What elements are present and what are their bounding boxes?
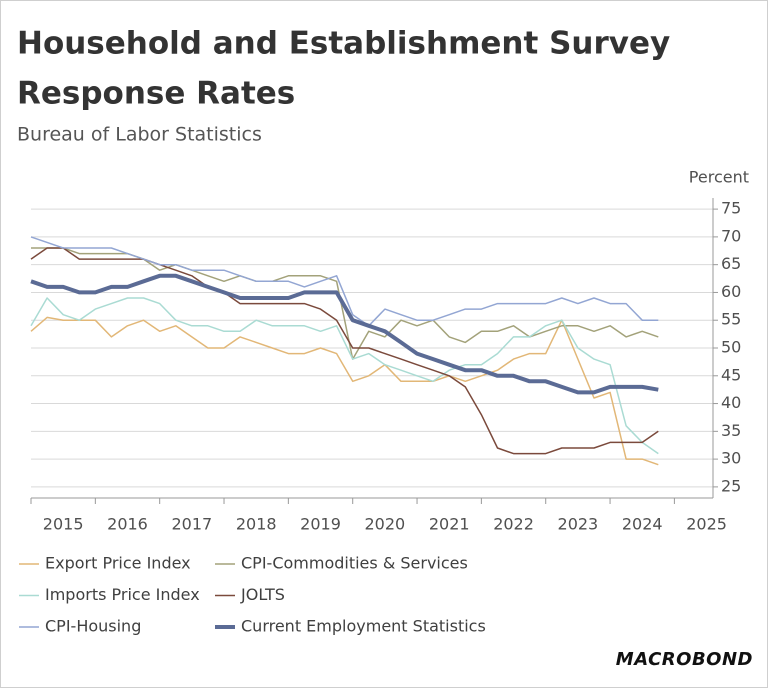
x-tick-label: 2020: [365, 515, 406, 534]
legend-label: CPI-Housing: [45, 617, 141, 636]
chart-subtitle: Bureau of Labor Statistics: [17, 124, 262, 146]
series-line: [30, 247, 659, 455]
legend-label: JOLTS: [240, 585, 285, 604]
x-tick-label: 2025: [686, 515, 727, 534]
chart-title: Response Rates: [17, 76, 295, 112]
y-tick-label: 60: [721, 282, 741, 301]
chart-title: Household and Establishment Survey: [17, 26, 670, 62]
series-line: [30, 316, 659, 466]
x-tick-label: 2024: [622, 515, 663, 534]
legend-label: Current Employment Statistics: [241, 617, 486, 636]
series-line: [30, 273, 659, 395]
y-tick-label: 50: [721, 338, 741, 357]
y-tick-label: 35: [721, 421, 741, 440]
series-line: [30, 236, 659, 327]
legend-label: CPI-Commodities & Services: [241, 554, 468, 573]
y-tick-label: 75: [721, 199, 741, 218]
y-tick-label: 30: [721, 449, 741, 468]
source-logo: MACROBOND: [616, 649, 753, 670]
y-tick-label: 45: [721, 365, 741, 384]
legend-label: Export Price Index: [45, 554, 191, 573]
legend-label: Imports Price Index: [45, 585, 200, 604]
y-axis-label: Percent: [689, 168, 749, 187]
x-tick-label: 2023: [558, 515, 599, 534]
y-tick-label: 40: [721, 393, 741, 412]
y-tick-label: 55: [721, 310, 741, 329]
x-tick-label: 2019: [300, 515, 341, 534]
y-tick-label: 70: [721, 226, 741, 245]
y-tick-label: 25: [721, 476, 741, 495]
x-tick-label: 2021: [429, 515, 470, 534]
x-tick-label: 2016: [107, 515, 148, 534]
series-line: [30, 297, 659, 455]
x-tick-label: 2015: [43, 515, 84, 534]
y-tick-label: 65: [721, 254, 741, 273]
x-tick-label: 2018: [236, 515, 277, 534]
x-tick-label: 2022: [493, 515, 534, 534]
x-tick-label: 2017: [171, 515, 212, 534]
